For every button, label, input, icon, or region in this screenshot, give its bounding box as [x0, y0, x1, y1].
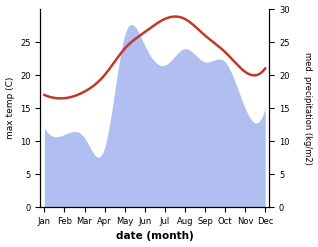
Y-axis label: med. precipitation (kg/m2): med. precipitation (kg/m2) [303, 52, 313, 165]
X-axis label: date (month): date (month) [116, 231, 194, 242]
Y-axis label: max temp (C): max temp (C) [5, 77, 15, 139]
